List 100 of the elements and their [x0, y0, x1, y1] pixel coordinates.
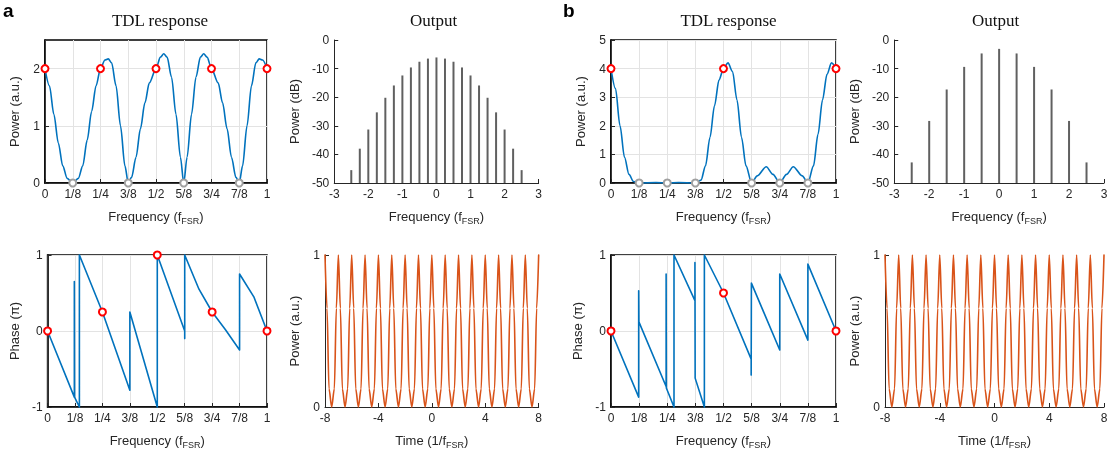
bar	[435, 57, 438, 183]
bar	[461, 67, 464, 183]
y-tick-label: 0	[873, 400, 881, 414]
x-tick-label: 7/8	[799, 411, 817, 425]
bar	[945, 89, 948, 183]
x-tick-label: 1/8	[630, 411, 648, 425]
bar	[350, 170, 353, 183]
x-tick-label: 7/8	[230, 187, 248, 201]
y-tick-label: 1	[873, 248, 881, 262]
bar	[998, 48, 1001, 183]
y-axis-title: Power (a.u.)	[847, 295, 862, 367]
bar	[910, 162, 913, 183]
bar	[928, 120, 931, 183]
x-tick-label: 1/4	[658, 411, 676, 425]
x-tick-label: 1/4	[94, 411, 112, 425]
bar	[401, 75, 404, 183]
x-tick-label: 1/8	[64, 187, 82, 201]
y-tick-label: -40	[311, 147, 330, 162]
point	[262, 326, 272, 336]
bar	[963, 66, 966, 183]
y-tick-label: -10	[311, 61, 330, 76]
y-tick-label: 1	[599, 248, 607, 262]
x-tick-label: 3	[535, 187, 543, 201]
x-tick-label: 5/8	[743, 411, 761, 425]
y-tick-label: 0	[882, 33, 890, 47]
x-tick-label: 8	[535, 411, 543, 425]
x-tick-label: 0	[991, 411, 999, 425]
x-tick-label: 3	[1100, 187, 1108, 201]
point	[152, 250, 162, 260]
x-tick-label: 1/4	[92, 187, 110, 201]
y-tick-label: -30	[871, 118, 890, 133]
x-tick-label: 3/8	[687, 187, 705, 201]
y-tick-label: 0	[599, 176, 607, 190]
y-tick-label: -50	[311, 176, 330, 190]
x-tick-label: 0	[433, 187, 441, 201]
x-tick-label: 1/8	[66, 411, 84, 425]
point	[97, 307, 107, 317]
y-axis-title: Phase (π)	[7, 301, 22, 361]
x-tick-label: 3/8	[119, 187, 137, 201]
y-tick-label: 0	[33, 176, 41, 190]
y-tick-label: 1	[599, 147, 607, 162]
x-tick-label: 2	[1065, 187, 1073, 201]
x-tick-label: -2	[923, 187, 935, 201]
chart-title: Output	[409, 11, 458, 30]
x-tick-label: 1/4	[658, 187, 676, 201]
bar	[486, 97, 489, 183]
x-tick-label: 1	[263, 411, 271, 425]
text: b	[563, 0, 575, 21]
bar	[409, 67, 412, 183]
y-tick-label: 0	[599, 324, 607, 338]
y-tick-label: 2	[599, 118, 607, 133]
x-tick-label: -3	[328, 187, 340, 201]
bar	[503, 129, 506, 183]
bar	[443, 58, 446, 183]
bar	[1033, 66, 1036, 183]
chart-title: TDL response	[111, 11, 209, 30]
x-tick-label: 2	[501, 187, 509, 201]
y-tick-label: -10	[871, 61, 890, 76]
x-tick-label: 5/8	[743, 187, 761, 201]
x-tick-label: -2	[362, 187, 374, 201]
bar	[426, 58, 429, 183]
bar	[1050, 89, 1053, 183]
y-tick-label: -50	[871, 176, 890, 190]
chart-title: TDL response	[680, 11, 777, 30]
point	[43, 326, 53, 336]
y-tick-label: 1	[35, 248, 43, 262]
y-tick-label: 3	[599, 90, 607, 105]
y-tick-label: -20	[871, 90, 890, 105]
bar	[1085, 162, 1088, 183]
text: a	[3, 0, 14, 21]
x-tick-label: 8	[1100, 411, 1108, 425]
x-tick-label: 5/8	[176, 411, 194, 425]
x-tick-label: 3/4	[771, 187, 789, 201]
bar	[512, 148, 515, 183]
y-tick-label: -1	[595, 400, 607, 414]
x-tick-label: 4	[1045, 411, 1053, 425]
x-tick-label: 1	[832, 187, 840, 201]
bar	[980, 53, 983, 183]
bar	[392, 85, 395, 183]
y-tick-label: -30	[311, 118, 330, 133]
x-tick-label: 7/8	[231, 411, 249, 425]
chart-title: Output	[971, 11, 1020, 30]
point	[207, 307, 217, 317]
x-tick-label: 7/8	[799, 187, 817, 201]
y-tick-label: 0	[313, 400, 321, 414]
line-series	[324, 254, 540, 408]
y-tick-label: 0	[35, 324, 43, 338]
x-tick-label: 1/2	[147, 187, 165, 201]
x-tick-label: 1	[467, 187, 475, 201]
bar	[478, 85, 481, 183]
x-tick-label: 3/4	[771, 411, 789, 425]
y-axis-title: Power (dB)	[287, 78, 302, 145]
x-tick-label: -3	[888, 187, 900, 201]
x-tick-label: 1	[832, 411, 840, 425]
x-tick-label: 1/2	[148, 411, 166, 425]
x-tick-label: 1/2	[715, 411, 733, 425]
x-tick-label: -8	[879, 411, 891, 425]
x-tick-label: -4	[373, 411, 385, 425]
bar	[452, 61, 455, 183]
y-tick-label: 1	[313, 248, 321, 262]
